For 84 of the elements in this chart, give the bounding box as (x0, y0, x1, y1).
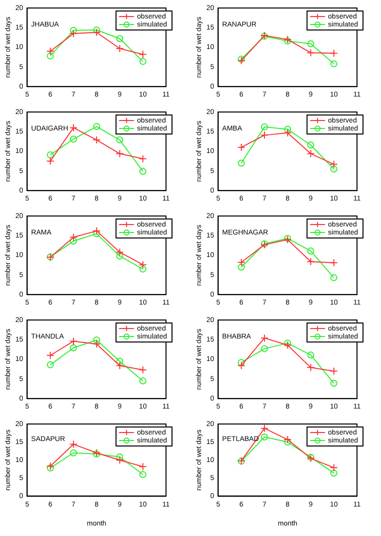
point (237, 362, 246, 370)
point (69, 124, 78, 132)
point (92, 226, 101, 235)
point (116, 136, 124, 144)
point (284, 38, 292, 45)
point (70, 449, 77, 456)
point (69, 30, 78, 38)
point (307, 247, 314, 254)
point (330, 60, 338, 68)
point (139, 266, 146, 273)
point (69, 233, 78, 242)
point (92, 136, 101, 144)
point (284, 436, 292, 444)
point (70, 238, 77, 245)
point (46, 361, 54, 368)
point (284, 341, 292, 350)
point (69, 440, 78, 448)
point (139, 471, 146, 478)
point (116, 248, 124, 256)
point (139, 377, 146, 384)
point (138, 366, 147, 374)
point (138, 50, 147, 58)
point (138, 462, 147, 471)
point (260, 123, 268, 130)
point (306, 48, 315, 57)
point (116, 358, 124, 365)
point (139, 58, 146, 65)
point (116, 150, 124, 158)
point (116, 35, 124, 42)
point (92, 28, 101, 36)
point (330, 160, 338, 168)
point (330, 464, 338, 472)
point (330, 470, 338, 477)
point (116, 252, 124, 260)
point (330, 49, 338, 58)
point (260, 131, 268, 140)
point (46, 351, 54, 360)
point (238, 264, 245, 271)
point (260, 424, 268, 432)
point (139, 168, 146, 175)
point (307, 40, 314, 48)
point (116, 362, 124, 370)
point (330, 367, 338, 376)
point (70, 136, 77, 143)
point (238, 358, 245, 366)
point (284, 126, 292, 133)
point (260, 433, 268, 440)
point (46, 151, 54, 158)
point (306, 150, 315, 158)
point (330, 258, 338, 267)
point (307, 142, 314, 149)
point (46, 464, 54, 472)
point (116, 456, 124, 464)
point (138, 154, 147, 163)
point (138, 260, 147, 269)
point (306, 364, 315, 372)
point (69, 337, 78, 346)
point (306, 258, 315, 266)
point (92, 340, 101, 348)
point (93, 26, 100, 34)
point (237, 258, 246, 266)
point (93, 336, 100, 344)
point (284, 35, 292, 44)
point (93, 230, 100, 238)
point (46, 52, 54, 60)
point (70, 344, 77, 352)
point (284, 438, 292, 446)
point (116, 44, 124, 52)
point (238, 160, 245, 167)
point (237, 143, 246, 152)
point (330, 380, 338, 387)
point (307, 351, 314, 358)
point (330, 274, 338, 282)
point (93, 123, 100, 130)
point (70, 26, 77, 34)
point (260, 334, 268, 342)
point (330, 165, 338, 172)
point (284, 128, 292, 137)
point (116, 453, 124, 460)
point (46, 157, 54, 166)
point (260, 345, 268, 352)
point (46, 47, 54, 56)
point (284, 340, 292, 347)
point (46, 462, 54, 470)
